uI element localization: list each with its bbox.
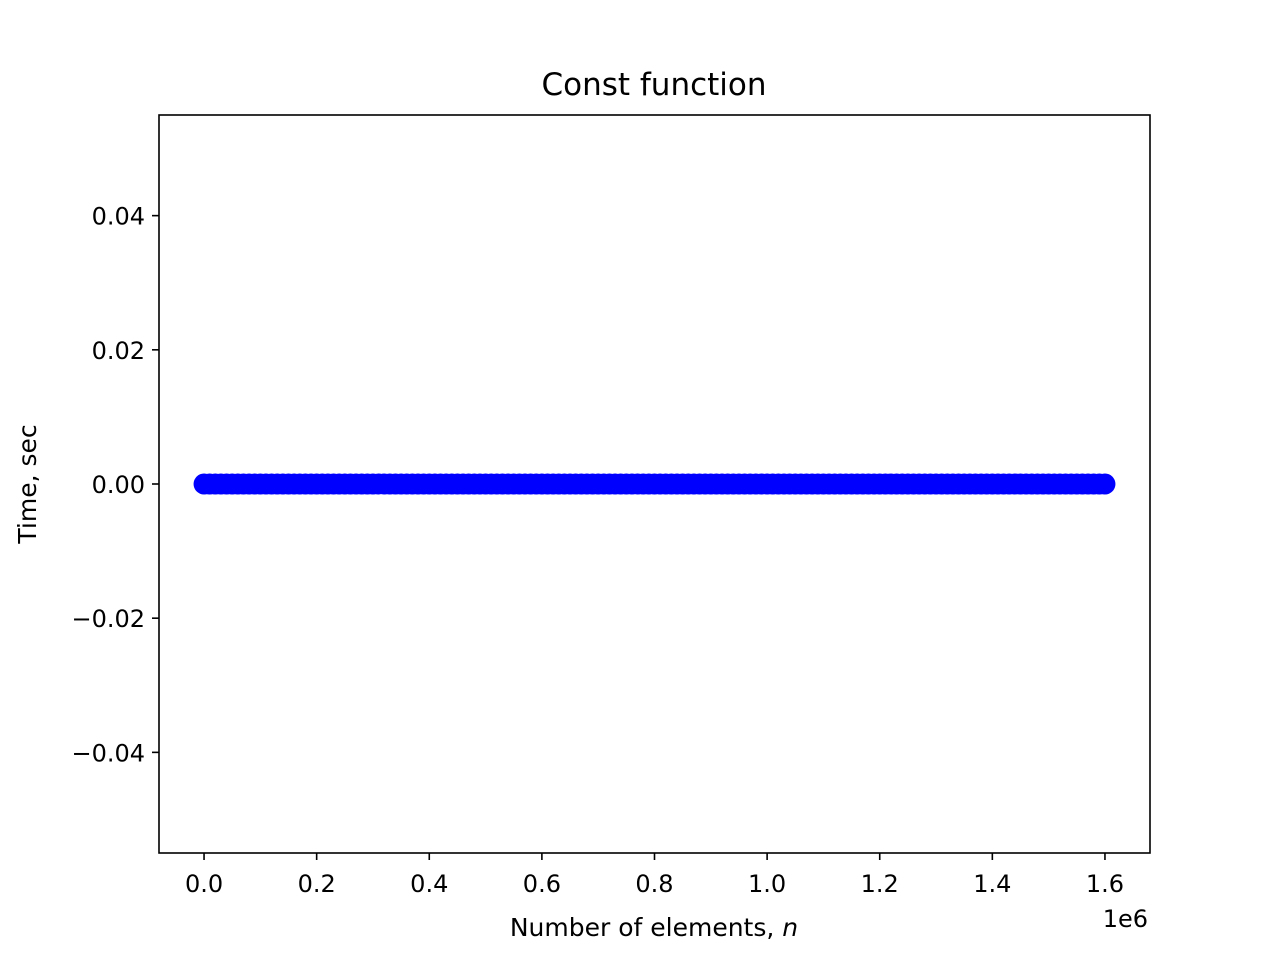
x-tick-label: 0.6: [523, 870, 561, 898]
data-points: [193, 473, 1116, 495]
x-tick-label: 1.2: [861, 870, 899, 898]
x-tick-label: 1.0: [748, 870, 786, 898]
x-axis-offset-label: 1e6: [1103, 905, 1148, 933]
data-point: [1094, 473, 1116, 495]
x-tick-label: 0.8: [635, 870, 673, 898]
y-tick-label: 0.02: [92, 337, 145, 365]
y-tick-label: −0.04: [71, 739, 145, 767]
x-tick-label: 0.4: [410, 870, 448, 898]
x-axis-label-variable: n: [782, 913, 798, 942]
x-axis-label-text: Number of elements,: [510, 913, 782, 942]
y-tick-label: 0.04: [92, 203, 145, 231]
plot-frame: [158, 114, 1151, 854]
y-tick-label: −0.02: [71, 605, 145, 633]
y-tick-label: 0.00: [92, 471, 145, 499]
x-axis-label: Number of elements, n: [510, 913, 798, 942]
x-tick-label: 0.2: [298, 870, 336, 898]
x-tick-label: 1.4: [973, 870, 1011, 898]
x-tick-label: 1.6: [1086, 870, 1124, 898]
y-axis-label: Time, sec: [13, 424, 42, 544]
x-axis-ticks: 0.0 0.2 0.4 0.6 0.8 1.0 1.2 1.4 1.6: [185, 853, 1124, 898]
chart-title: Const function: [541, 67, 766, 103]
y-axis-ticks: 0.04 0.02 0.00 −0.02 −0.04: [71, 203, 159, 767]
x-tick-label: 0.0: [185, 870, 223, 898]
